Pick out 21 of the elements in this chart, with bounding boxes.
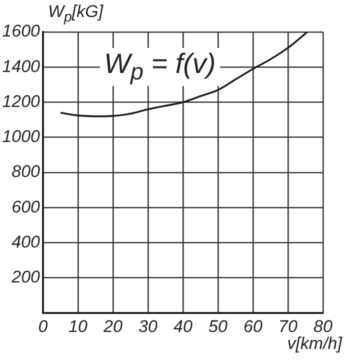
x-tick-label: 20: [102, 316, 123, 336]
x-axis-title: v[km/h]: [287, 334, 342, 354]
x-tick-label: 0: [38, 316, 48, 336]
y-axis-title: W$_{p}$[kG]: [48, 2, 104, 26]
y-tick-label: 1000: [2, 127, 41, 146]
x-tick-label: 10: [68, 316, 88, 336]
y-tick-label: 800: [12, 162, 41, 182]
y-tick-label: 600: [12, 197, 41, 216]
y-tick-label: 400: [12, 232, 41, 252]
y-tick-label: 1400: [2, 56, 41, 76]
x-tick-label: 80: [314, 316, 333, 336]
line-series: [60, 32, 308, 118]
x-tick-label: 60: [244, 316, 263, 336]
x-tick-label: 40: [174, 316, 193, 336]
y-tick-label: 1600: [2, 22, 41, 41]
x-tick-label: 70: [278, 316, 298, 336]
x-tick-label: 30: [138, 316, 158, 336]
y-tick-label: 1200: [2, 92, 41, 111]
annotation: W$_{p}$ = f(v): [100, 48, 220, 86]
x-tick-label: 50: [208, 316, 228, 336]
y-tick-label: 200: [10, 268, 41, 287]
